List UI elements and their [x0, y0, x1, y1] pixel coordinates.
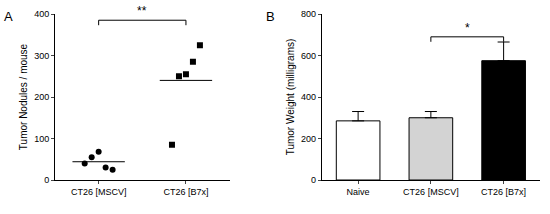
- svg-text:Naive: Naive: [347, 187, 370, 197]
- svg-text:200: 200: [34, 92, 49, 102]
- svg-text:200: 200: [301, 134, 316, 144]
- svg-text:0: 0: [44, 175, 49, 185]
- svg-text:*: *: [465, 21, 470, 35]
- svg-text:400: 400: [34, 9, 49, 19]
- svg-text:CT26 [B7x]: CT26 [B7x]: [481, 187, 526, 197]
- svg-text:A: A: [4, 9, 13, 24]
- svg-text:300: 300: [34, 51, 49, 61]
- svg-text:CT26 [B7x]: CT26 [B7x]: [163, 187, 208, 197]
- svg-text:**: **: [137, 4, 147, 18]
- svg-text:800: 800: [301, 9, 316, 19]
- svg-text:CT26 [MSCV]: CT26 [MSCV]: [403, 187, 459, 197]
- svg-text:Tumor Weight (milligrams): Tumor Weight (milligrams): [285, 39, 296, 156]
- svg-text:100: 100: [34, 134, 49, 144]
- svg-text:B: B: [266, 9, 275, 24]
- svg-text:400: 400: [301, 92, 316, 102]
- svg-text:0: 0: [311, 175, 316, 185]
- svg-text:CT26 [MSCV]: CT26 [MSCV]: [71, 187, 127, 197]
- svg-text:600: 600: [301, 51, 316, 61]
- svg-text:Tumor Nodules / mouse: Tumor Nodules / mouse: [18, 43, 29, 150]
